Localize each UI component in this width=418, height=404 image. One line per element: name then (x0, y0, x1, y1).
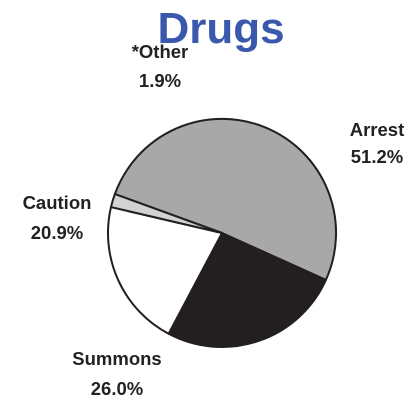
slice-label-caution: Caution (23, 192, 92, 213)
slice-label-summons: Summons (72, 348, 161, 369)
pie-slice-caution (106, 206, 223, 335)
pie-slice-other (109, 193, 223, 234)
chart-title: Drugs (157, 4, 284, 53)
pie-slices (106, 117, 337, 348)
slice-value-caution: 20.9% (31, 222, 83, 243)
slice-value-arrest: 51.2% (351, 146, 403, 167)
slice-value-other: 1.9% (139, 70, 181, 91)
slice-value-summons: 26.0% (91, 378, 143, 399)
pie-slice-arrest (113, 117, 337, 281)
slice-label-arrest: Arrest (350, 119, 405, 140)
slice-label-other: *Other (132, 41, 189, 62)
